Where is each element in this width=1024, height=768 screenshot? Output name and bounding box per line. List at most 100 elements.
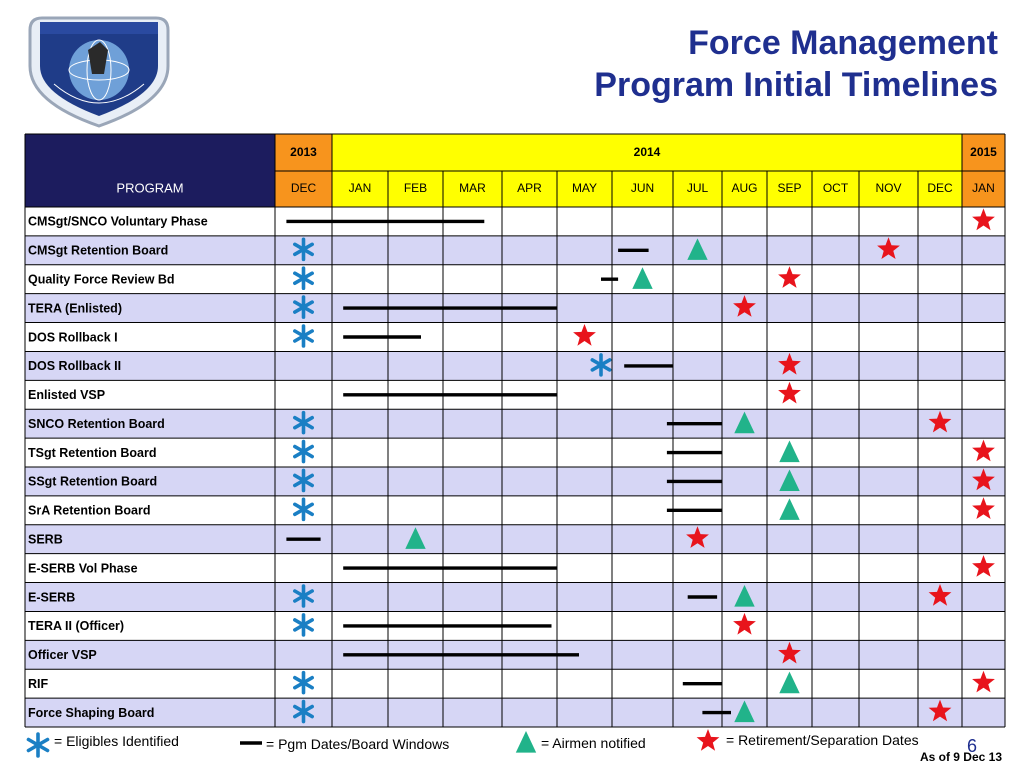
notified-triangle-icon	[734, 585, 755, 607]
legend-notified-label: = Airmen notified	[541, 735, 646, 751]
notified-triangle-icon	[734, 700, 755, 723]
separation-star-icon	[928, 584, 952, 606]
table-row	[25, 264, 1005, 294]
notified-triangle-icon	[687, 238, 708, 260]
month-header: JAN	[972, 181, 995, 195]
table-row	[25, 409, 1005, 439]
separation-star-icon	[573, 324, 596, 346]
program-name: TERA (Enlisted)	[28, 301, 122, 315]
program-name: SNCO Retention Board	[28, 417, 165, 431]
separation-star-icon	[778, 352, 801, 375]
title-line-2: Program Initial Timelines	[594, 66, 998, 104]
program-name: RIF	[28, 677, 49, 691]
program-name: SERB	[28, 533, 63, 547]
month-header: APR	[517, 181, 542, 195]
month-header: MAY	[572, 181, 597, 195]
separation-star-icon	[928, 410, 952, 433]
table-row	[25, 495, 1005, 525]
table-row	[25, 207, 1005, 236]
month-header: JUN	[631, 181, 654, 195]
legend-eligibles-label: = Eligibles Identified	[54, 733, 179, 749]
separation-star-icon	[778, 381, 801, 404]
program-name: Enlisted VSP	[28, 388, 105, 402]
month-header: FEB	[404, 181, 427, 195]
eligibles-asterisk-icon	[293, 699, 314, 724]
separation-star-icon	[733, 295, 756, 317]
program-name: E-SERB	[28, 590, 75, 604]
notified-triangle-icon	[405, 527, 426, 549]
eligibles-asterisk-icon	[293, 468, 314, 493]
table-row	[25, 524, 1005, 554]
program-name: Officer VSP	[28, 648, 97, 662]
eligibles-asterisk-icon	[293, 410, 314, 435]
separation-star-icon	[972, 208, 995, 231]
program-name: Force Shaping Board	[28, 706, 154, 720]
eligibles-asterisk-icon	[293, 324, 314, 348]
program-name: DOS Rollback II	[28, 359, 121, 373]
notified-triangle-icon	[779, 671, 800, 694]
program-name: TERA II (Officer)	[28, 619, 124, 633]
notified-triangle-icon	[779, 440, 800, 463]
program-name: TSgt Retention Board	[28, 446, 156, 460]
month-header: JUL	[687, 181, 709, 195]
program-column-header: PROGRAM	[116, 180, 183, 195]
eligibles-asterisk-icon	[293, 237, 314, 262]
program-header-cell	[25, 134, 275, 207]
program-name: Quality Force Review Bd	[28, 273, 175, 287]
month-header: DEC	[927, 181, 953, 195]
separation-star-icon	[778, 641, 801, 664]
program-name: CMSgt Retention Board	[28, 244, 168, 258]
table-row	[25, 467, 1005, 496]
separation-star-icon	[877, 237, 900, 259]
notified-triangle-icon	[779, 498, 800, 520]
program-name: SrA Retention Board	[28, 504, 150, 518]
afpc-seal-logo	[18, 10, 180, 130]
eligibles-asterisk-icon	[293, 266, 314, 291]
eligibles-asterisk-icon	[293, 295, 314, 319]
year-header: 2013	[290, 145, 317, 159]
separation-star-icon	[972, 439, 995, 462]
legend-triangle-icon	[515, 731, 537, 753]
as-of-date: As of 9 Dec 13	[919, 750, 1002, 764]
program-name: E-SERB Vol Phase	[28, 561, 138, 575]
eligibles-asterisk-icon	[293, 439, 314, 464]
program-name: DOS Rollback I	[28, 330, 118, 344]
month-header: OCT	[823, 181, 849, 195]
legend-windows-label: = Pgm Dates/Board Windows	[266, 736, 450, 752]
eligibles-asterisk-icon	[293, 613, 314, 637]
month-header: JAN	[349, 181, 372, 195]
slide-title: Force Management Program Initial Timelin…	[594, 22, 998, 106]
program-name: CMSgt/SNCO Voluntary Phase	[28, 215, 208, 229]
legend-asterisk-icon	[26, 732, 50, 758]
notified-triangle-icon	[734, 411, 755, 434]
eligibles-asterisk-icon	[293, 670, 314, 695]
month-header: NOV	[875, 181, 901, 195]
table-row	[25, 322, 1005, 352]
notified-triangle-icon	[632, 267, 653, 289]
separation-star-icon	[928, 699, 952, 722]
program-name: SSgt Retention Board	[28, 475, 157, 489]
separation-star-icon	[972, 670, 995, 693]
table-row	[25, 438, 1005, 467]
page-number: 6	[967, 736, 978, 756]
separation-star-icon	[972, 497, 995, 519]
month-header: MAR	[459, 181, 486, 195]
table-row	[25, 351, 1005, 381]
table-row	[25, 669, 1005, 699]
year-header: 2015	[970, 145, 997, 159]
month-header: SEP	[777, 181, 801, 195]
table-row	[25, 235, 1005, 265]
separation-star-icon	[733, 612, 756, 635]
legend-star-icon	[696, 729, 720, 751]
month-header: AUG	[731, 181, 757, 195]
eligibles-asterisk-icon	[293, 497, 314, 522]
separation-star-icon	[686, 526, 709, 548]
title-line-1: Force Management	[688, 24, 998, 62]
table-row	[25, 582, 1005, 612]
eligibles-asterisk-icon	[293, 584, 314, 608]
table-row	[25, 698, 1005, 727]
separation-star-icon	[972, 555, 995, 577]
separation-star-icon	[972, 468, 995, 491]
month-header: DEC	[291, 181, 317, 195]
